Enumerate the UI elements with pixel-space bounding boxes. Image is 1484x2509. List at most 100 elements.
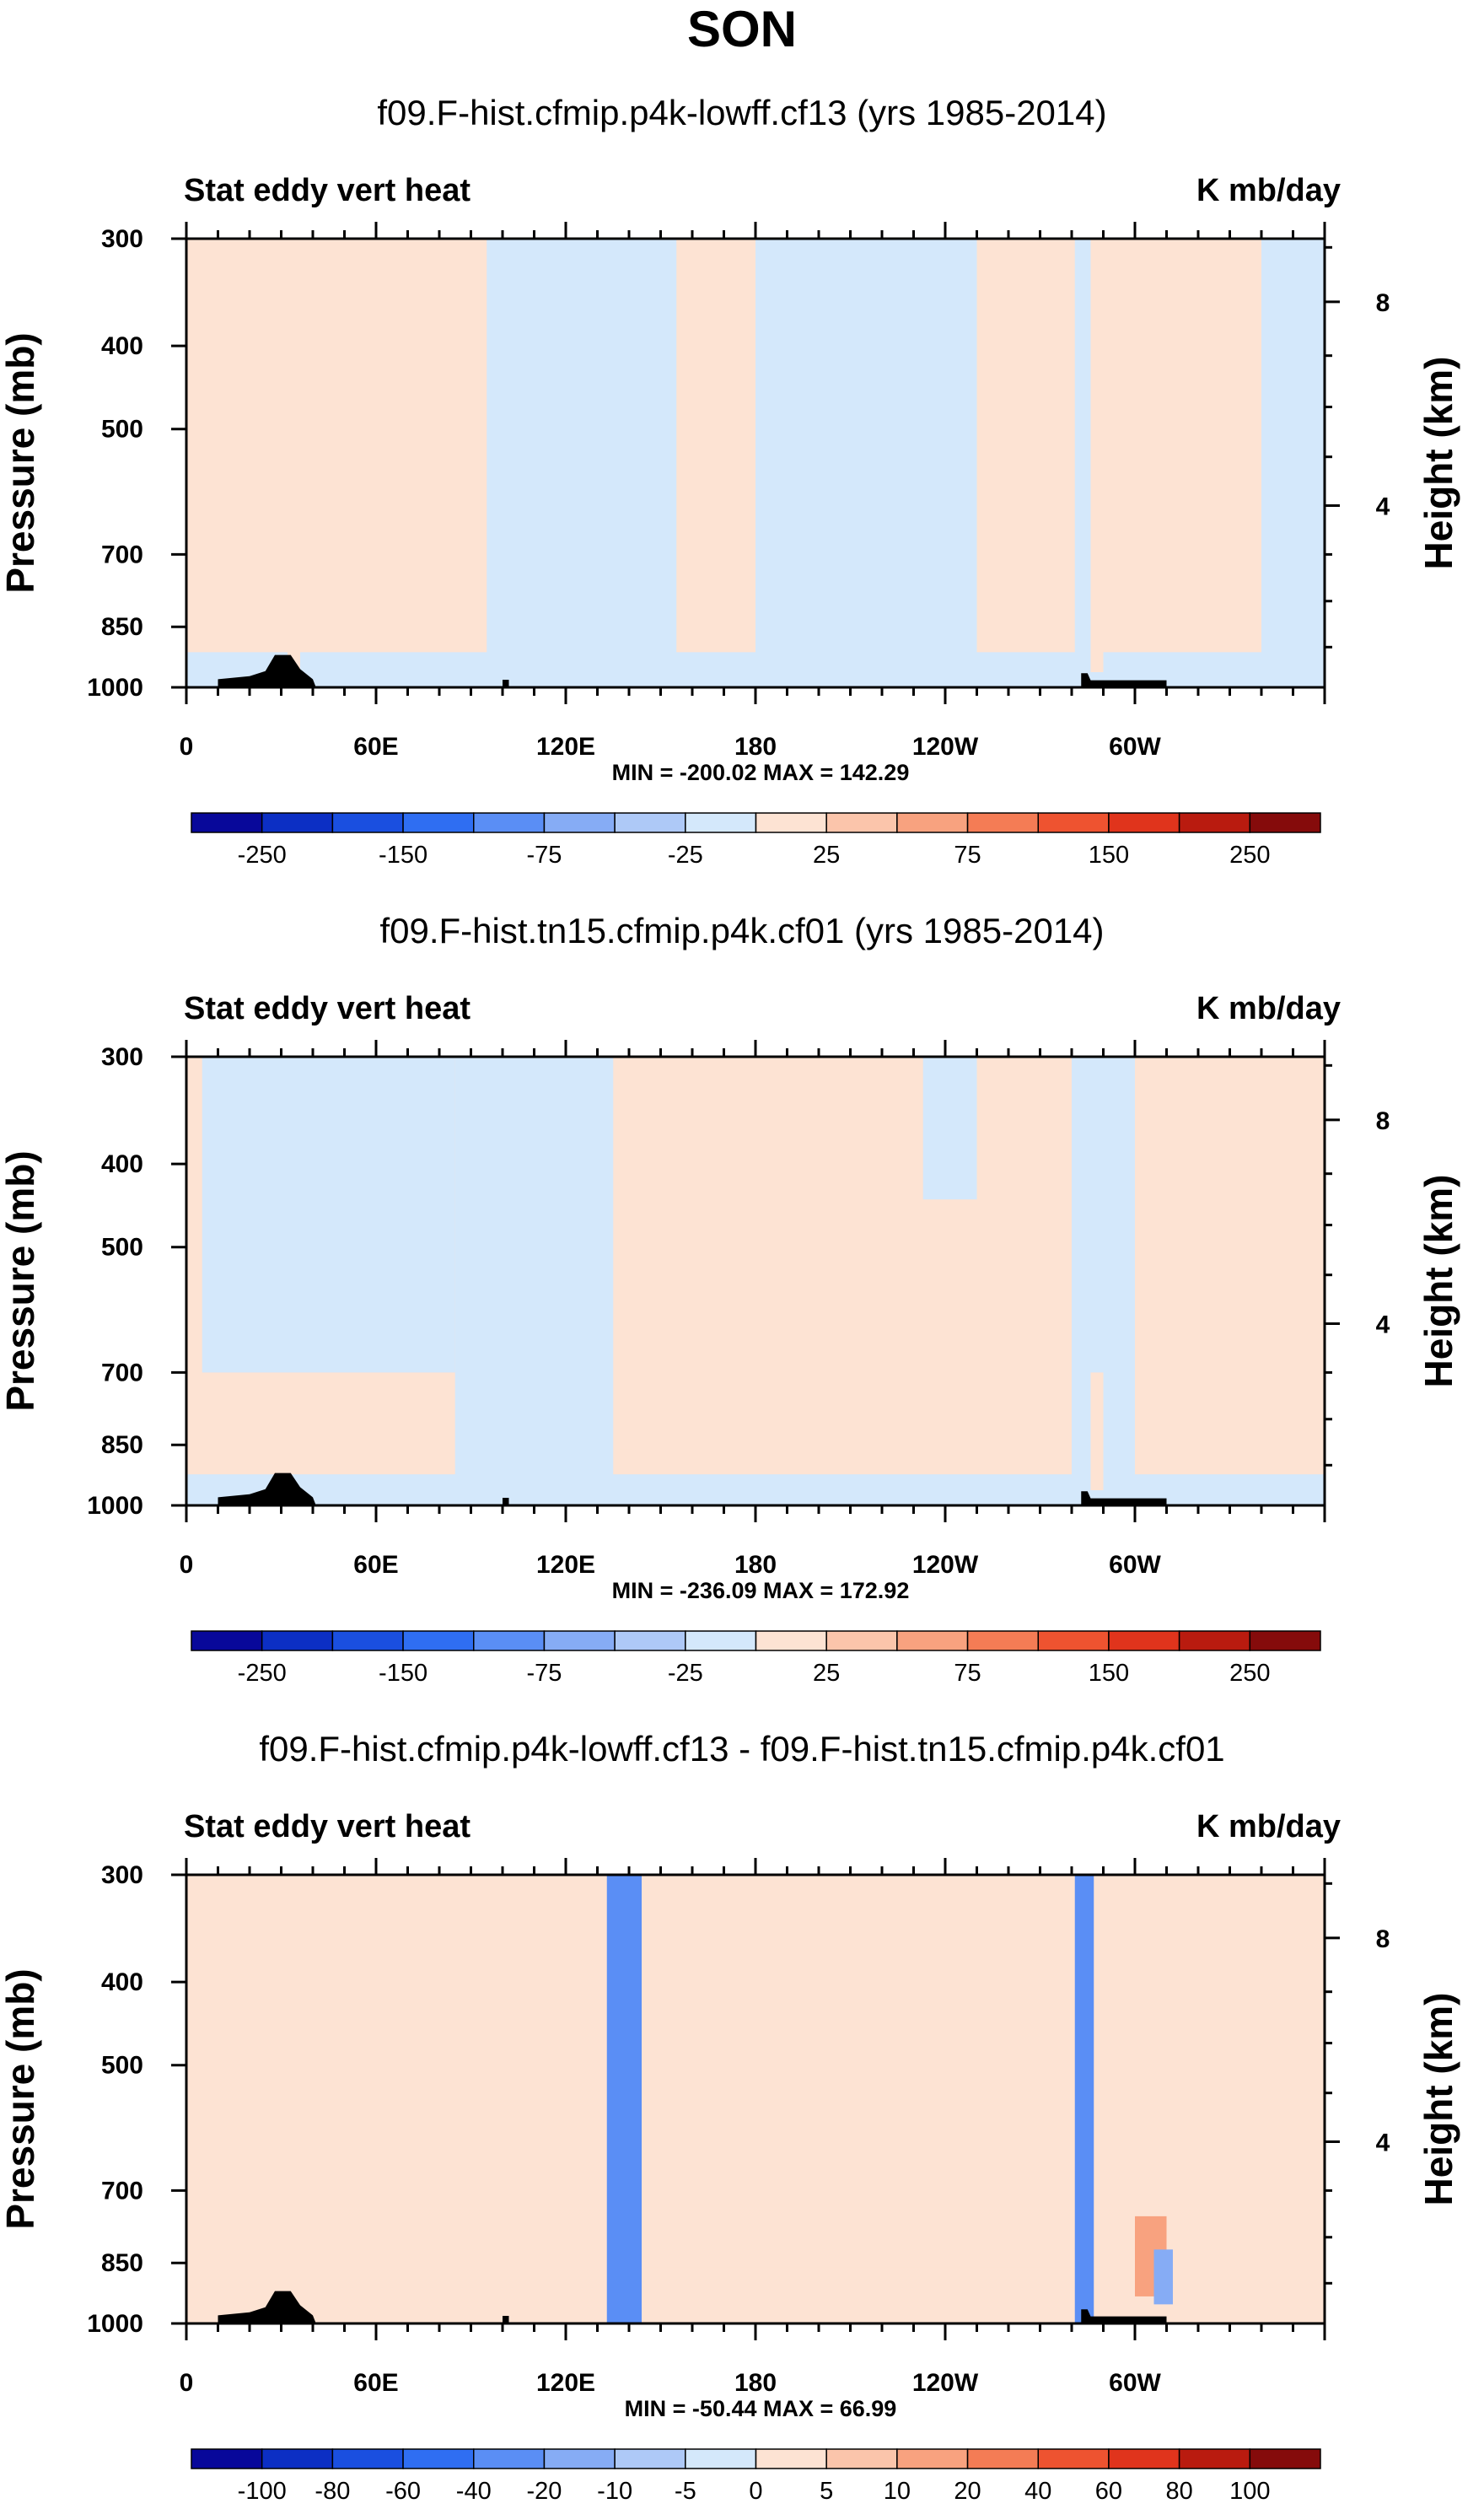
y2-axis-title: Height (km) xyxy=(1417,1993,1460,2206)
y-tick-label: 1000 xyxy=(87,2310,143,2338)
x-tick-label: 120W xyxy=(912,733,979,761)
field-region-7 xyxy=(1090,554,1104,672)
x-tick-label: 60E xyxy=(353,2369,398,2397)
x-tick-label: 120W xyxy=(912,2369,979,2397)
panel-3: f09.F-hist.cfmip.p4k-lowff.cf13 - f09.F-… xyxy=(0,1729,1460,2505)
colorbar-swatch xyxy=(473,1630,546,1651)
colorbar-swatch xyxy=(966,1630,1039,1651)
minmax-text: MIN = -50.44 MAX = 66.99 xyxy=(625,2396,897,2421)
colorbar-label: 25 xyxy=(813,1660,840,1687)
left-corner-label: Stat eddy vert heat xyxy=(184,991,470,1026)
colorbar-swatch xyxy=(1178,2448,1251,2469)
field-region-9 xyxy=(1293,2275,1325,2308)
colorbar-swatch xyxy=(825,2448,898,2469)
y-tick-label: 500 xyxy=(101,1234,143,1262)
y-tick-label: 400 xyxy=(101,1150,143,1178)
colorbar-swatch xyxy=(1249,1630,1321,1651)
x-tick-label: 60E xyxy=(353,1551,398,1579)
x-tick-label: 180 xyxy=(734,1551,777,1579)
field-region-1 xyxy=(487,239,677,687)
x-tick-label: 60W xyxy=(1109,733,1161,761)
colorbar-label: 80 xyxy=(1165,2478,1192,2505)
field-region-5 xyxy=(606,1875,642,2323)
colorbar-label: 150 xyxy=(1089,842,1129,869)
x-tick-label: 0 xyxy=(180,733,194,761)
y-tick-label: 400 xyxy=(101,1968,143,1996)
field-region-5 xyxy=(922,1057,977,1200)
x-tick-label: 60W xyxy=(1109,1551,1161,1579)
y-axis-title: Pressure (mb) xyxy=(0,332,42,593)
field-region-6 xyxy=(288,595,300,672)
y-tick-label: 700 xyxy=(101,1359,143,1386)
colorbar-swatch xyxy=(402,2448,475,2469)
colorbar-label: 10 xyxy=(884,2478,911,2505)
y-axis-title: Pressure (mb) xyxy=(0,1968,42,2229)
colorbar-swatch xyxy=(331,1630,404,1651)
colorbar-swatch xyxy=(261,812,334,833)
right-corner-label: K mb/day xyxy=(1196,991,1341,1026)
y-tick-label: 1000 xyxy=(87,1492,143,1520)
x-tick-label: 60E xyxy=(353,733,398,761)
colorbar-label: -80 xyxy=(315,2478,350,2505)
terrain-africa xyxy=(218,2291,316,2323)
right-corner-label: K mb/day xyxy=(1196,1809,1341,1844)
field-region-8 xyxy=(1153,2249,1173,2305)
y2-axis-title: Height (km) xyxy=(1417,357,1460,570)
y-axis-title: Pressure (mb) xyxy=(0,1150,42,1411)
field-region-1 xyxy=(250,1875,392,2323)
colorbar-label: -100 xyxy=(238,2478,287,2505)
y-tick-label: 300 xyxy=(101,1043,143,1071)
colorbar-label: -40 xyxy=(456,2478,492,2505)
colorbar-swatch xyxy=(825,812,898,833)
right-corner-label: K mb/day xyxy=(1196,173,1341,208)
field-region-5 xyxy=(1074,239,1091,687)
colorbar-label: 25 xyxy=(813,842,840,869)
left-corner-label: Stat eddy vert heat xyxy=(184,173,470,208)
colorbar-swatch xyxy=(1178,1630,1251,1651)
colorbar-swatch xyxy=(402,812,475,833)
x-tick-label: 0 xyxy=(180,2369,194,2397)
colorbar-label: -75 xyxy=(526,842,562,869)
colorbar-swatch xyxy=(1249,812,1321,833)
minmax-text: MIN = -200.02 MAX = 142.29 xyxy=(612,760,910,785)
colorbar-swatch xyxy=(402,1630,475,1651)
field-region-3 xyxy=(1261,239,1325,687)
terrain-island xyxy=(503,2316,509,2323)
field-region-2 xyxy=(518,1875,607,2323)
x-tick-label: 0 xyxy=(180,1551,194,1579)
terrain-island xyxy=(503,1498,509,1505)
left-corner-label: Stat eddy vert heat xyxy=(184,1809,470,1844)
colorbar-swatch xyxy=(685,2448,757,2469)
colorbar-label: 75 xyxy=(954,842,981,869)
colorbar-label: -150 xyxy=(379,1660,427,1687)
colorbar-label: -10 xyxy=(597,2478,632,2505)
colorbar-swatch xyxy=(1108,2448,1180,2469)
y2-tick-label: 4 xyxy=(1376,493,1390,521)
colorbar-swatch xyxy=(614,2448,686,2469)
colorbar-swatch xyxy=(755,812,827,833)
colorbar-swatch xyxy=(614,1630,686,1651)
y-tick-label: 850 xyxy=(101,1431,143,1459)
terrain-africa xyxy=(218,654,316,687)
x-tick-label: 180 xyxy=(734,2369,777,2397)
terrain-andes xyxy=(1081,1491,1167,1505)
colorbar-swatch xyxy=(1108,1630,1180,1651)
colorbar-swatch xyxy=(614,812,686,833)
colorbar-swatch xyxy=(966,2448,1039,2469)
field-region-6 xyxy=(619,1338,632,1450)
colorbar-swatch xyxy=(331,2448,404,2469)
colorbar-swatch xyxy=(473,812,546,833)
terrain-island xyxy=(503,680,509,687)
colorbar-swatch xyxy=(896,1630,969,1651)
colorbar-swatch xyxy=(543,812,616,833)
field-region-2 xyxy=(454,1057,614,1505)
terrain-africa xyxy=(218,1473,316,1505)
x-tick-label: 180 xyxy=(734,733,777,761)
y-tick-label: 850 xyxy=(101,2249,143,2277)
x-tick-label: 120E xyxy=(536,2369,595,2397)
colorbar-swatch xyxy=(825,1630,898,1651)
minmax-text: MIN = -236.09 MAX = 172.92 xyxy=(612,1578,910,1603)
colorbar-swatch xyxy=(685,812,757,833)
colorbar-swatch xyxy=(191,2448,263,2469)
x-tick-label: 120E xyxy=(536,1551,595,1579)
